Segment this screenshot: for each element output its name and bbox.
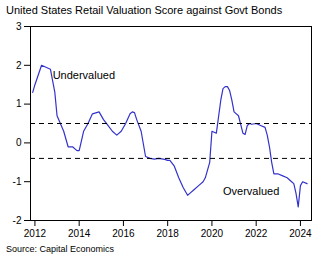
svg-text:2020: 2020: [201, 228, 224, 239]
svg-text:2022: 2022: [245, 228, 268, 239]
svg-text:Undervalued: Undervalued: [53, 69, 115, 81]
svg-text:2012: 2012: [24, 228, 47, 239]
html-text:Source: Capital Economics: Source: Capital Economics: [6, 244, 115, 254]
html-text:United States Retail Valuation: United States Retail Valuation Score aga…: [6, 4, 283, 16]
svg-text:2016: 2016: [112, 228, 135, 239]
svg-text:Overvalued: Overvalued: [223, 185, 279, 197]
svg-text:0: 0: [16, 137, 22, 148]
svg-text:2014: 2014: [68, 228, 91, 239]
svg-text:-1: -1: [13, 176, 22, 187]
svg-text:3: 3: [16, 21, 22, 32]
svg-text:2018: 2018: [157, 228, 180, 239]
svg-text:1: 1: [16, 98, 22, 109]
svg-text:2024: 2024: [289, 228, 312, 239]
svg-text:2: 2: [16, 60, 22, 71]
svg-text:-2: -2: [13, 215, 22, 226]
